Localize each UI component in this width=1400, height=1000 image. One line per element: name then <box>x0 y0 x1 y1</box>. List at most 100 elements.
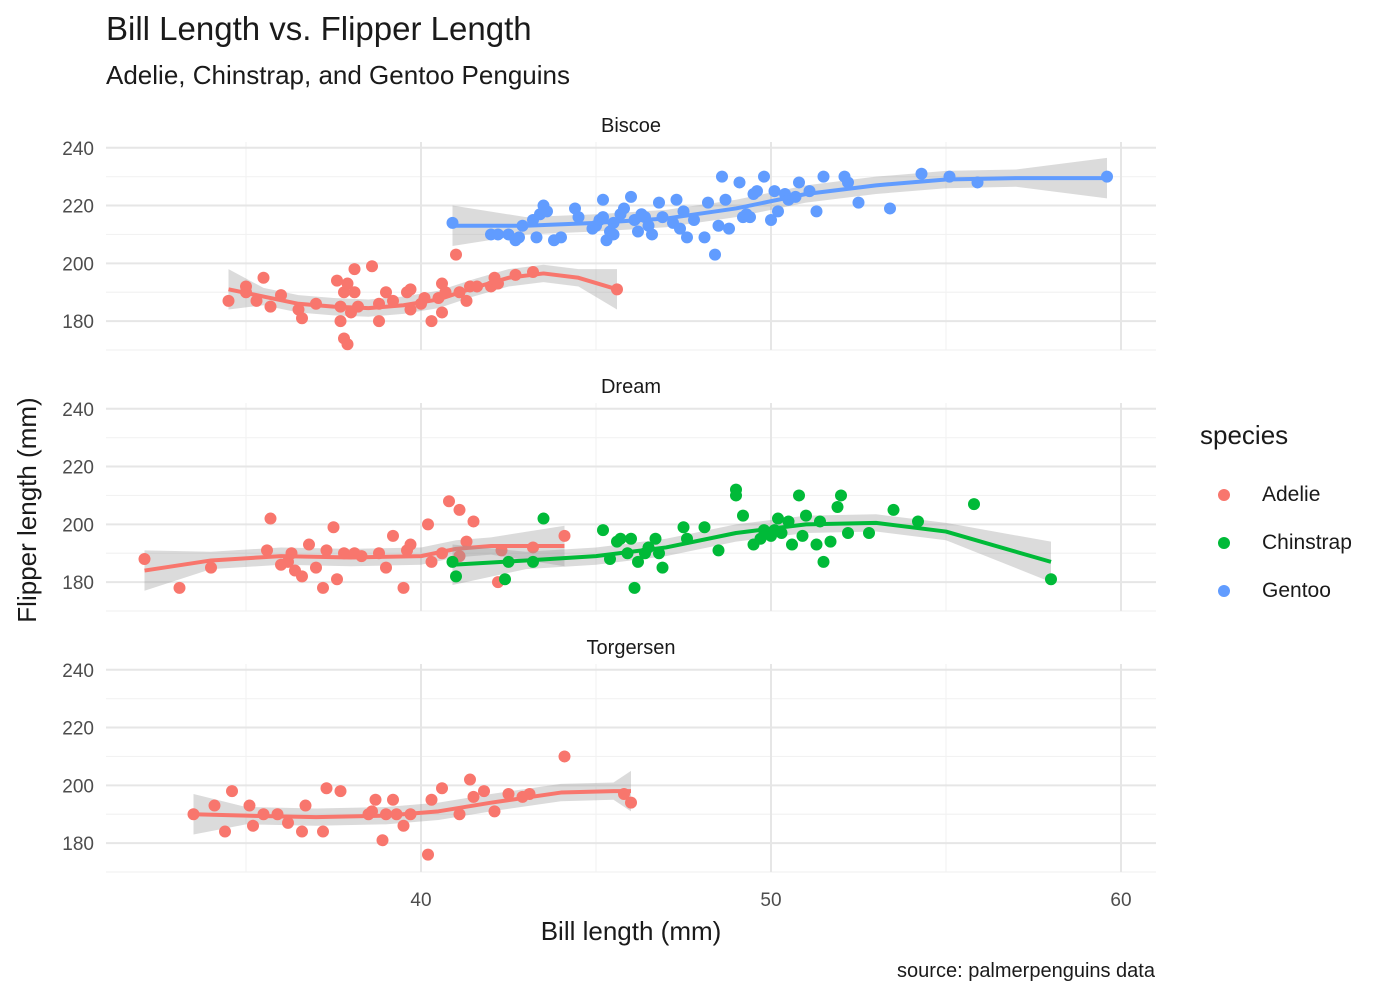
point-adelie <box>369 793 382 806</box>
legend-title: species <box>1200 420 1289 450</box>
point-chinstrap <box>730 489 742 502</box>
confidence-band-chinstrap-dream <box>452 514 1051 585</box>
y-tick-label: 180 <box>62 573 94 594</box>
point-adelie <box>264 512 277 525</box>
legend-label: Adelie <box>1262 483 1321 506</box>
point-adelie <box>464 773 476 786</box>
point-chinstrap <box>810 538 823 551</box>
point-gentoo <box>915 167 928 180</box>
point-gentoo <box>772 205 784 218</box>
point-chinstrap <box>800 509 812 522</box>
point-chinstrap <box>597 524 609 537</box>
point-chinstrap <box>786 538 798 551</box>
point-adelie <box>320 782 333 795</box>
point-adelie <box>425 793 438 806</box>
point-adelie <box>341 277 354 290</box>
point-adelie <box>558 529 571 542</box>
point-adelie <box>373 315 385 328</box>
point-chinstrap <box>649 532 662 545</box>
point-adelie <box>404 283 417 296</box>
point-adelie <box>341 338 354 351</box>
point-adelie <box>478 785 490 798</box>
point-adelie <box>467 515 480 528</box>
point-chinstrap <box>775 527 788 539</box>
point-adelie <box>558 750 571 763</box>
point-adelie <box>219 825 231 838</box>
point-gentoo <box>530 231 543 244</box>
point-gentoo <box>852 196 865 209</box>
x-axis-title: Bill length (mm) <box>541 916 722 946</box>
point-adelie <box>331 274 343 287</box>
point-gentoo <box>688 214 700 226</box>
point-adelie <box>366 260 378 273</box>
point-gentoo <box>597 211 609 224</box>
point-chinstrap <box>537 512 550 525</box>
point-adelie <box>387 793 399 806</box>
point-chinstrap <box>912 515 924 528</box>
point-adelie <box>250 294 263 307</box>
smooth-line-adelie-torgersen <box>193 789 631 820</box>
y-axis-title: Flipper length (mm) <box>12 397 42 622</box>
y-tick-label: 200 <box>62 515 94 536</box>
y-tick-label: 220 <box>62 458 94 479</box>
point-gentoo <box>681 231 693 244</box>
x-tick-label: 40 <box>410 890 431 911</box>
point-adelie <box>502 788 515 800</box>
point-adelie <box>453 808 466 821</box>
point-adelie <box>271 808 284 821</box>
point-adelie <box>310 561 322 574</box>
point-adelie <box>296 312 308 325</box>
y-tick-label: 200 <box>62 776 94 797</box>
y-tick-label: 220 <box>62 197 94 218</box>
point-chinstrap <box>712 544 725 557</box>
point-adelie <box>422 518 434 531</box>
point-gentoo <box>541 205 553 218</box>
point-chinstrap <box>796 529 809 542</box>
point-adelie <box>453 503 466 516</box>
point-chinstrap <box>793 489 805 502</box>
point-adelie <box>443 495 455 508</box>
y-tick-label: 240 <box>62 139 94 160</box>
legend-key-adelie <box>1218 489 1230 501</box>
point-chinstrap <box>450 570 462 583</box>
point-adelie <box>488 805 501 818</box>
smooth-line-adelie-dream <box>144 544 565 573</box>
y-tick-label: 240 <box>62 661 94 682</box>
point-adelie <box>208 799 221 812</box>
point-chinstrap <box>831 501 844 513</box>
point-chinstrap <box>737 509 749 522</box>
point-adelie <box>348 263 361 276</box>
point-adelie <box>380 561 392 574</box>
chart-caption: source: palmerpenguins data <box>897 960 1155 982</box>
point-gentoo <box>698 231 711 244</box>
point-adelie <box>222 294 235 307</box>
legend: species Adelie Chinstrap Gentoo <box>1200 420 1352 615</box>
point-adelie <box>397 819 410 832</box>
point-adelie <box>138 553 151 565</box>
point-gentoo <box>744 211 756 224</box>
x-tick-label: 60 <box>1110 890 1131 911</box>
point-chinstrap <box>499 573 511 586</box>
y-tick-label: 180 <box>62 834 94 855</box>
legend-label: Gentoo <box>1262 579 1331 602</box>
point-gentoo <box>607 228 620 241</box>
point-adelie <box>425 315 438 328</box>
smooth-line-chinstrap-dream <box>452 520 1052 567</box>
point-gentoo <box>723 222 735 235</box>
point-adelie <box>450 248 462 261</box>
point-chinstrap <box>824 535 837 548</box>
point-gentoo <box>618 202 630 215</box>
point-chinstrap <box>842 527 854 539</box>
point-gentoo <box>765 214 777 226</box>
point-gentoo <box>674 222 686 235</box>
smooth-line-adelie-biscoe <box>228 271 618 311</box>
y-tick-label: 200 <box>62 254 94 275</box>
point-gentoo <box>670 193 683 206</box>
chart-subtitle: Adelie, Chinstrap, and Gentoo Penguins <box>106 60 570 90</box>
point-adelie <box>327 521 340 534</box>
point-gentoo <box>653 196 665 209</box>
point-chinstrap <box>772 512 784 525</box>
x-tick-label: 50 <box>760 890 781 911</box>
point-adelie <box>317 825 329 838</box>
